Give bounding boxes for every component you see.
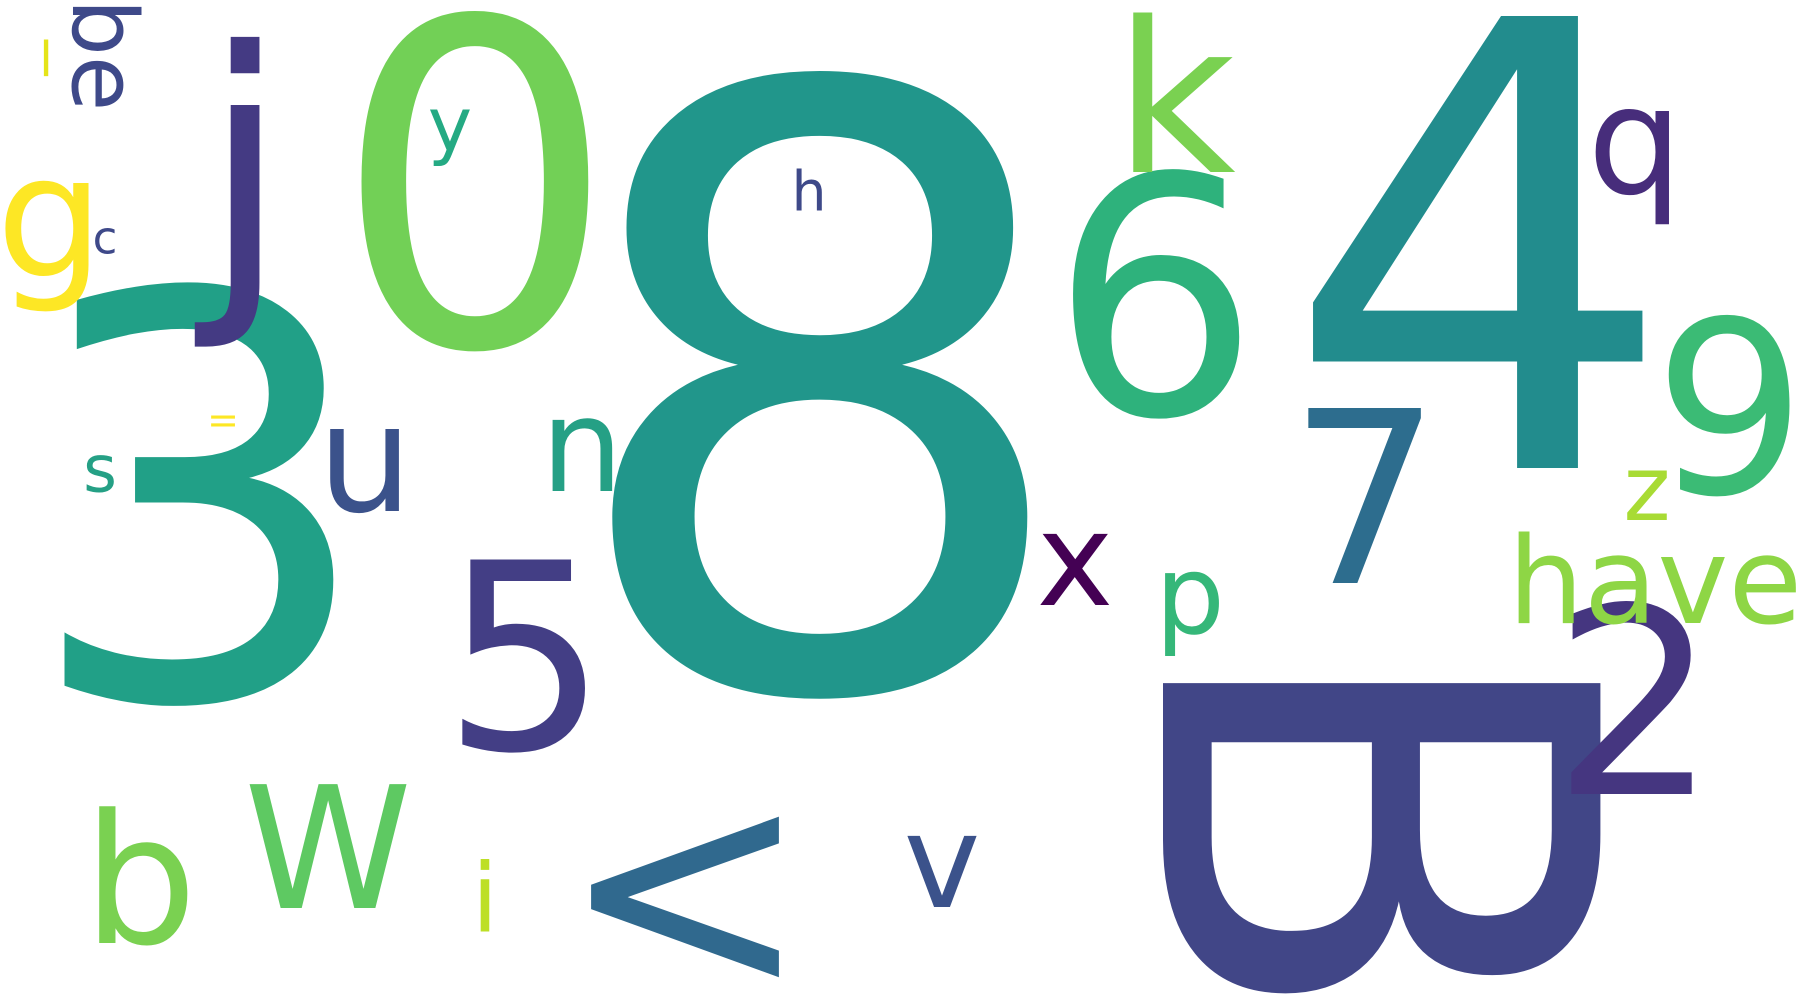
word-31: = bbox=[207, 398, 239, 442]
word-24: z bbox=[1623, 437, 1671, 542]
word-19: g bbox=[0, 119, 104, 317]
word-17: q bbox=[1587, 55, 1683, 229]
word-14: have bbox=[1507, 513, 1800, 652]
word-13: W bbox=[243, 751, 413, 949]
word-8: 5 bbox=[442, 509, 608, 811]
word-20: x bbox=[1036, 484, 1114, 636]
word-9: j bbox=[200, 0, 290, 356]
word-30: l bbox=[39, 32, 53, 88]
word-0: 8 bbox=[555, 0, 1085, 883]
word-16: u bbox=[317, 373, 413, 547]
word-21: v bbox=[903, 786, 981, 938]
word-10: < bbox=[559, 713, 811, 1000]
word-29: c bbox=[92, 211, 118, 265]
word-4: 6 bbox=[1050, 108, 1260, 492]
word-6: 7 bbox=[1288, 360, 1442, 640]
word-26: i bbox=[471, 844, 499, 955]
word-2: 3 bbox=[21, 179, 379, 831]
word-3: 0 bbox=[331, 0, 619, 452]
word-18: n bbox=[540, 370, 624, 522]
word-15: b bbox=[82, 777, 198, 986]
word-27: s bbox=[83, 432, 117, 508]
word-23: be bbox=[51, 0, 156, 112]
word-1: 4 bbox=[1282, 0, 1678, 615]
word-12: k bbox=[1114, 0, 1236, 222]
word-11: 9 bbox=[1653, 270, 1800, 550]
word-22: p bbox=[1155, 531, 1225, 659]
word-7: 2 bbox=[1552, 554, 1718, 856]
word-28: h bbox=[791, 159, 827, 224]
word-25: y bbox=[427, 80, 473, 169]
